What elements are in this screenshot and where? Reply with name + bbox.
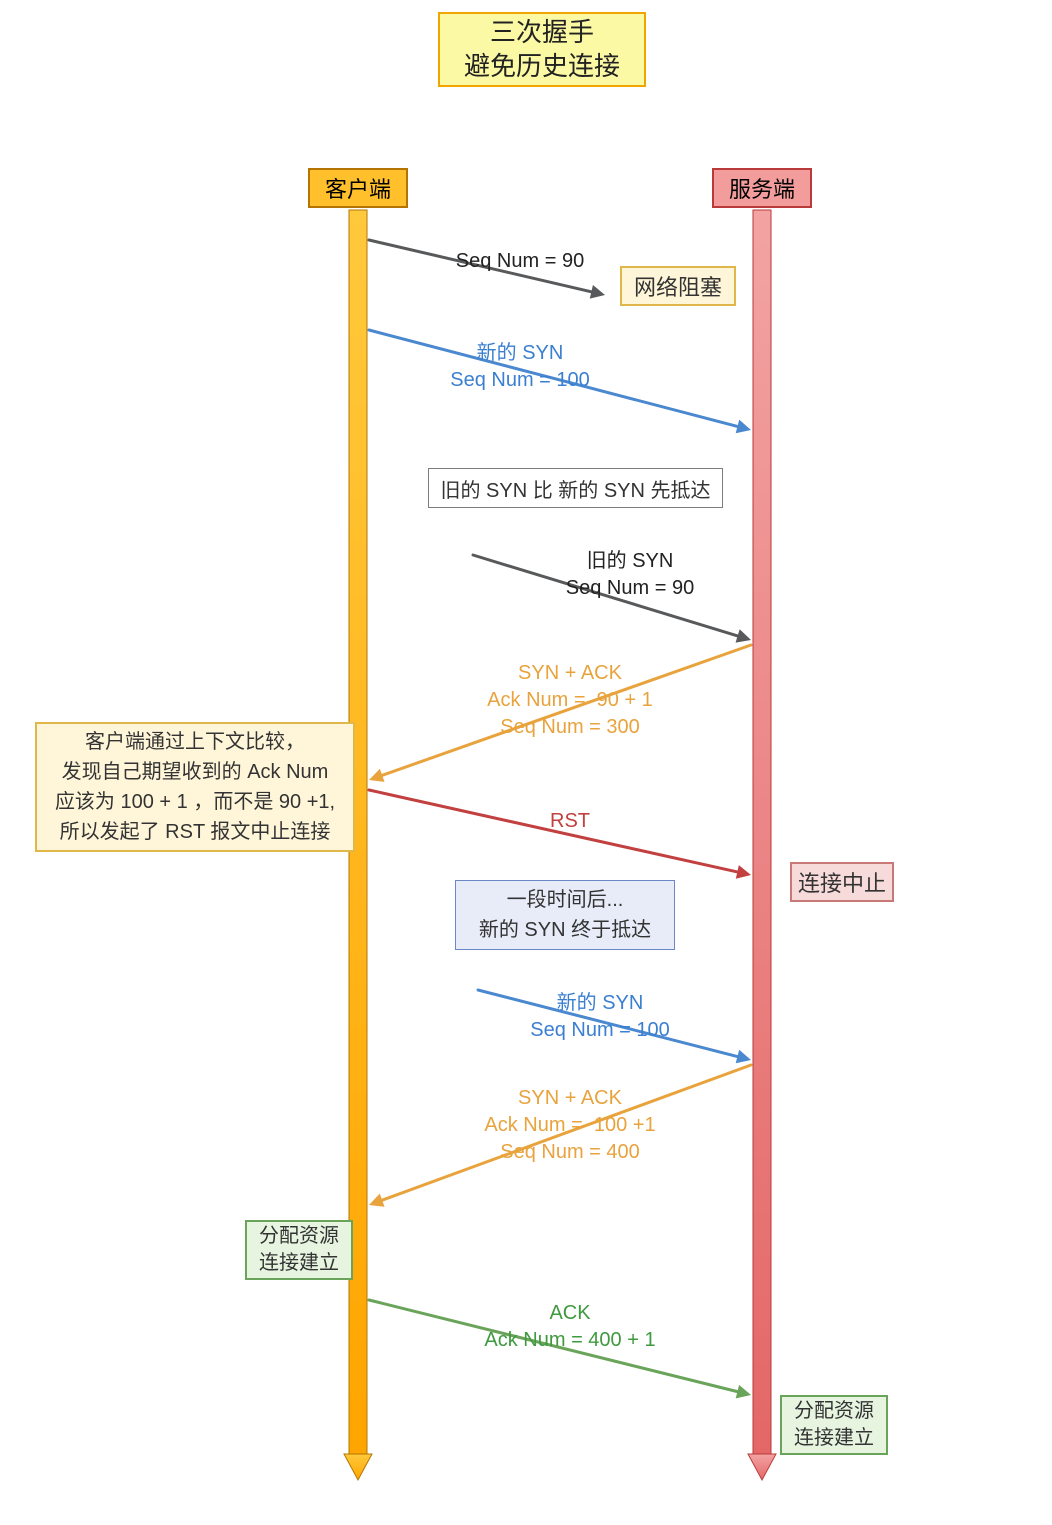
msg5-label: RST — [530, 808, 610, 835]
server-established-box: 分配资源 连接建立 — [780, 1395, 888, 1455]
client-established-box: 分配资源 连接建立 — [245, 1220, 353, 1280]
diagram-canvas: 三次握手 避免历史连接 客户端 服务端 网络阻塞 旧的 SYN 比 新的 SYN… — [0, 0, 1052, 1525]
old-syn-first-box: 旧的 SYN 比 新的 SYN 先抵达 — [428, 468, 723, 508]
msg7-label: SYN + ACKAck Num = 100 +1Seq Num = 400 — [440, 1085, 700, 1166]
msg8-label: ACKAck Num = 400 + 1 — [440, 1300, 700, 1354]
client-reasoning-box: 客户端通过上下文比较， 发现自己期望收到的 Ack Num 应该为 100 + … — [35, 722, 355, 852]
msg1-label: Seq Num = 90 — [430, 248, 610, 275]
msg6-label: 新的 SYNSeq Num = 100 — [500, 990, 700, 1044]
new-syn-arrives-box: 一段时间后... 新的 SYN 终于抵达 — [455, 880, 675, 950]
msg4-label: SYN + ACKAck Num = 90 + 1Seq Num = 300 — [450, 660, 690, 741]
connection-abort-box: 连接中止 — [790, 862, 894, 902]
msg2-label: 新的 SYNSeq Num = 100 — [420, 340, 620, 394]
msg3-label: 旧的 SYNSeq Num = 90 — [530, 548, 730, 602]
network-block-box: 网络阻塞 — [620, 266, 736, 306]
